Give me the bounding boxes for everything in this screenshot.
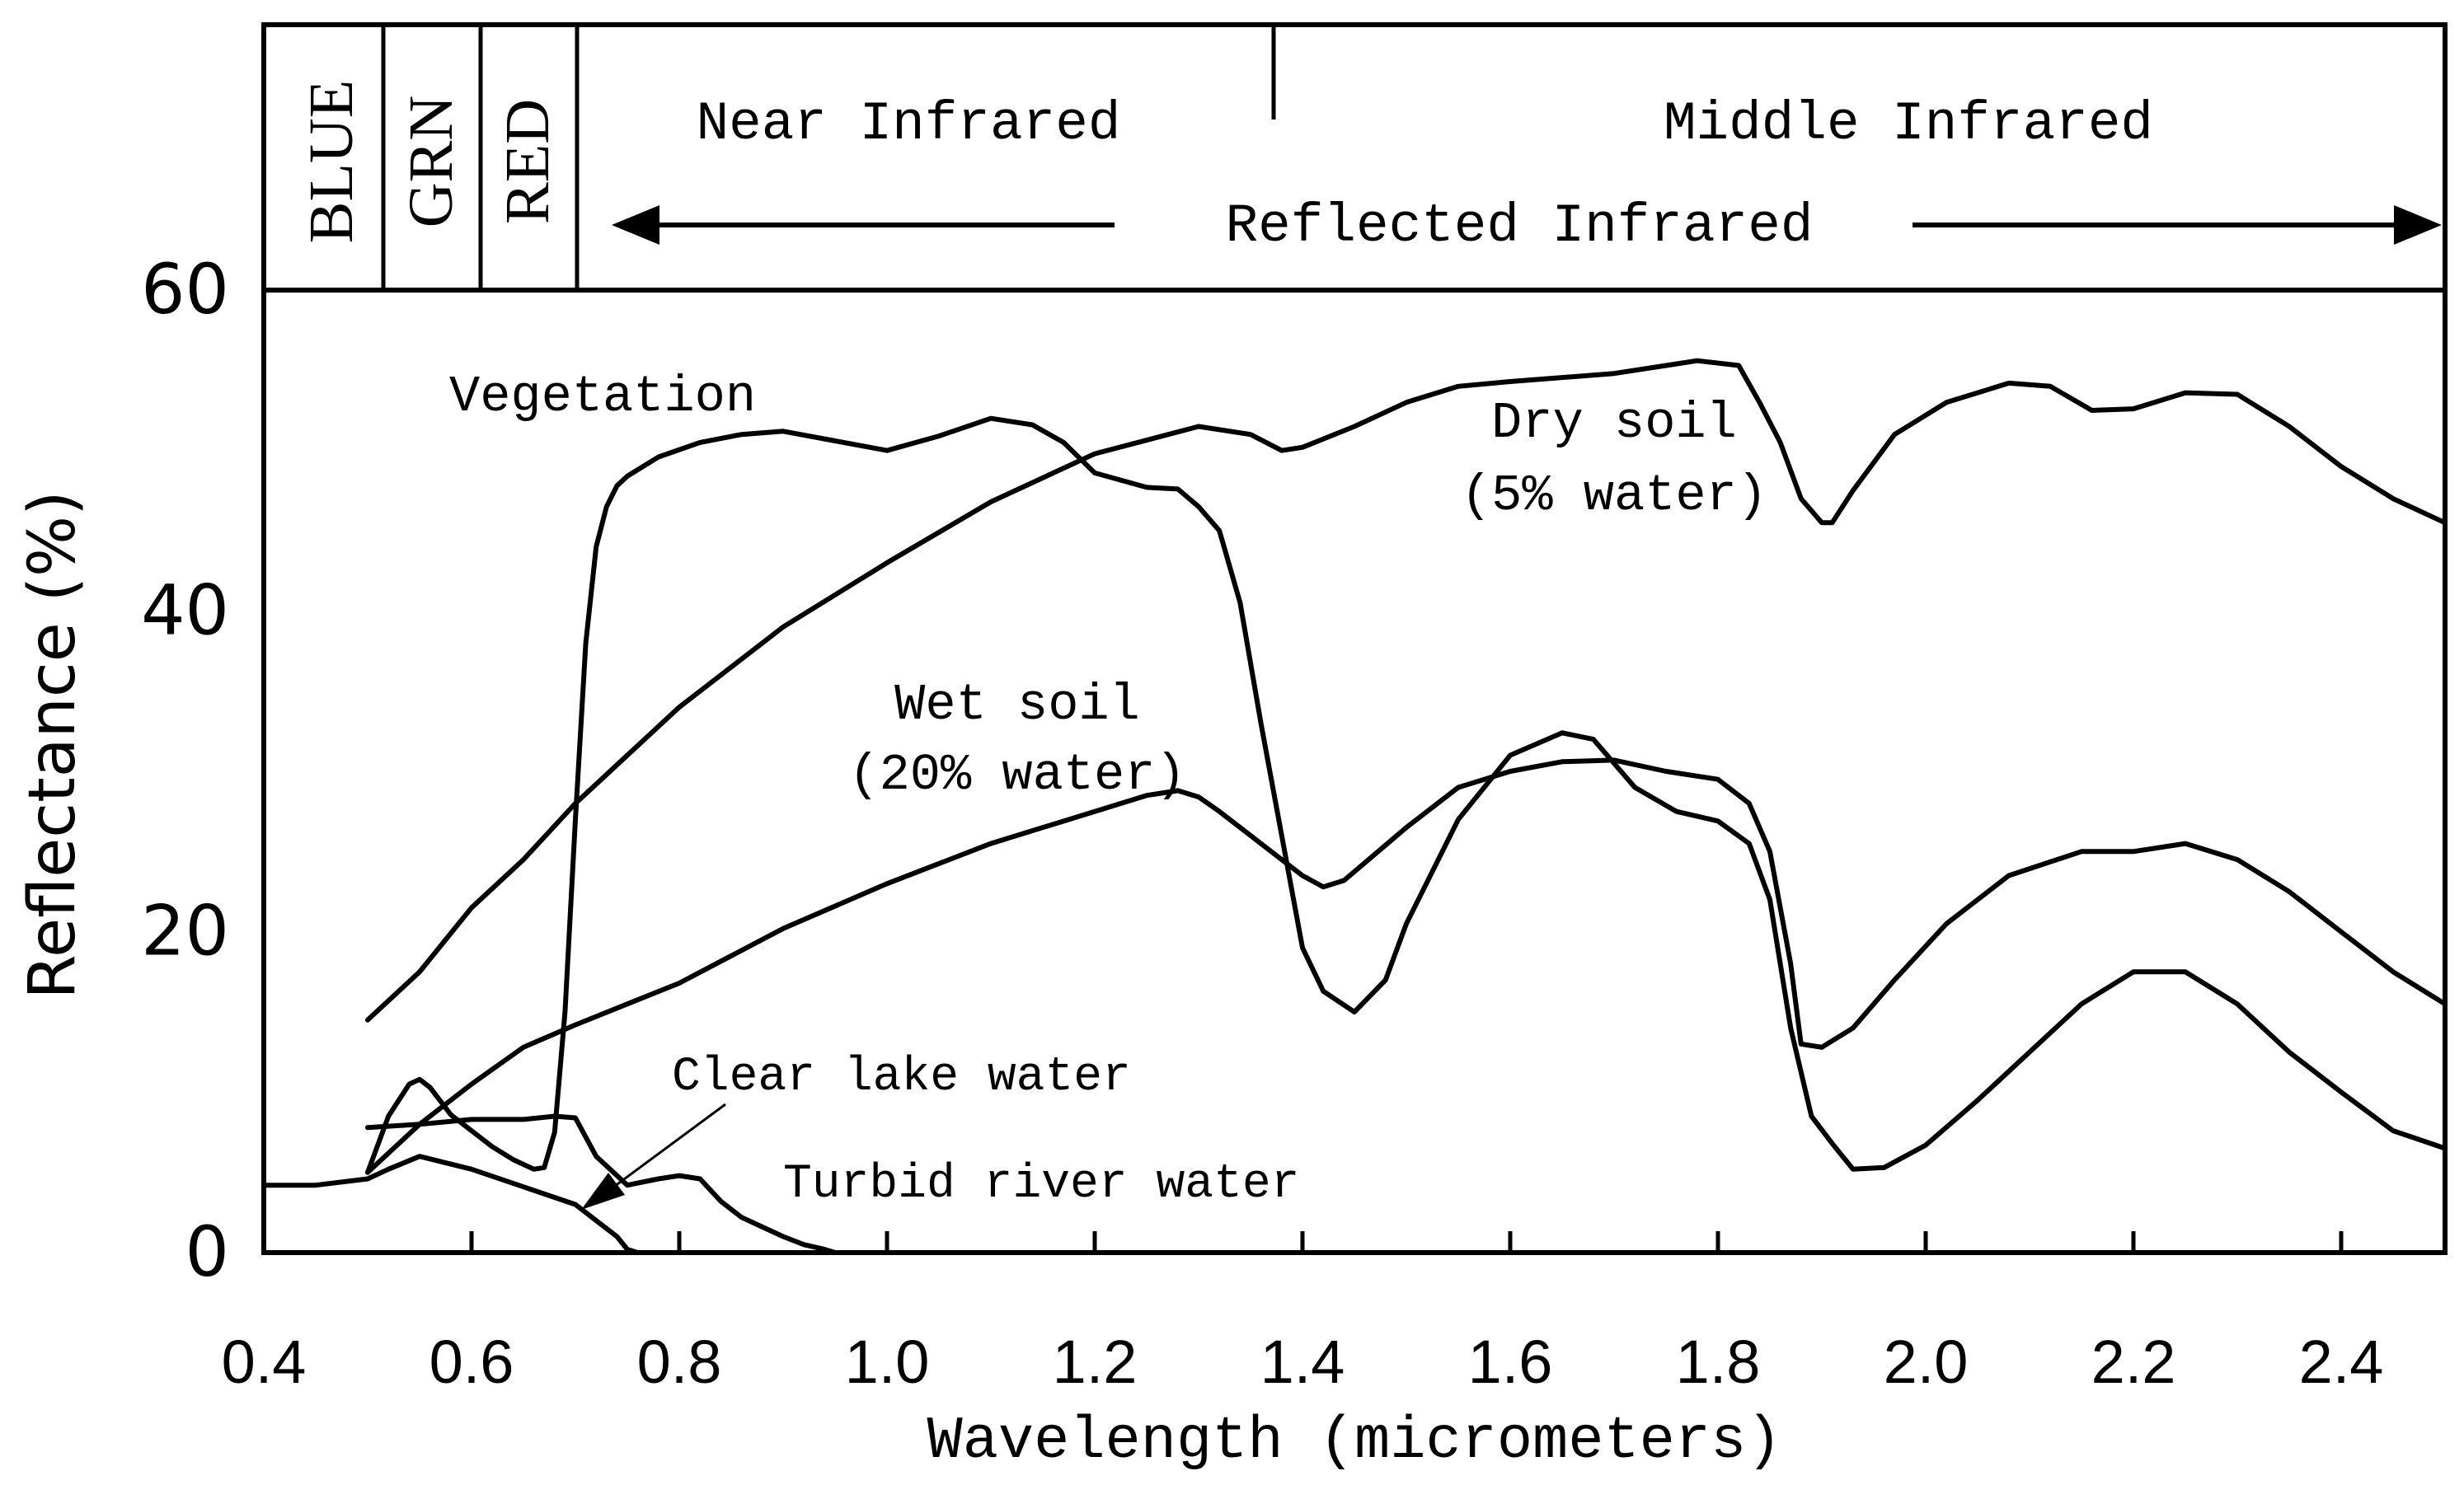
vegetation-line (365, 415, 2448, 1175)
y-tick-label: 40 (141, 569, 229, 650)
dry-soil-label-line1: Dry soil (1491, 394, 1737, 452)
x-tick-label: 1.8 (1676, 1328, 1761, 1396)
band-label-reflected-ir: Reflected Infrared (1226, 195, 1814, 257)
y-axis-ticks: 0 20 40 60 (141, 249, 229, 1292)
x-tick-label: 2.4 (2299, 1328, 2384, 1396)
series-layer (261, 358, 2448, 1255)
y-tick-label: 60 (141, 249, 229, 330)
x-tick-label: 1.0 (845, 1328, 930, 1396)
x-axis-ticks: 0.4 0.6 0.8 1.0 1.2 1.4 1.6 1.8 2.0 2.2 2.4 (222, 1231, 2384, 1396)
plot-area-frame (261, 288, 2448, 1255)
x-tick-label: 2.2 (2091, 1328, 2176, 1396)
turbid-river-water-label: Turbid river water (783, 1158, 1300, 1211)
vegetation-label: Vegetation (449, 368, 756, 426)
y-tick-label: 20 (141, 891, 229, 972)
wet-soil-label-line1: Wet soil (894, 676, 1140, 734)
x-tick-label: 2.0 (1884, 1328, 1969, 1396)
dry-soil-line (365, 358, 2448, 1023)
band-label-green: GRN (397, 96, 466, 227)
band-label-middle-ir: Middle Infrared (1664, 93, 2153, 155)
wet-soil-label-line2: (20% water) (848, 746, 1185, 804)
band-label-blue: BLUE (297, 80, 366, 243)
wet-soil-line (365, 757, 2448, 1175)
y-tick-label: 0 (185, 1211, 229, 1292)
clear-lake-water-line (261, 1154, 641, 1255)
dry-soil-label-line2: (5% water) (1461, 466, 1767, 525)
x-tick-label: 1.4 (1260, 1328, 1345, 1396)
clear-lake-water-label: Clear lake water (672, 1051, 1131, 1104)
reflected-ir-arrowhead-left (612, 205, 659, 245)
x-tick-label: 0.6 (429, 1328, 514, 1396)
reflected-ir-arrowhead-right (2394, 205, 2442, 245)
y-axis-title: Reflectance (%) (16, 490, 90, 999)
clear-lake-water-pointer-head (581, 1173, 625, 1210)
x-tick-label: 1.6 (1468, 1328, 1553, 1396)
clear-lake-water-pointer (608, 1103, 726, 1192)
x-tick-label: 0.8 (637, 1328, 722, 1396)
x-tick-label: 0.4 (222, 1328, 307, 1396)
x-axis-title: Wavelength (micrometers) (927, 1408, 1782, 1475)
band-label-red: RED (493, 99, 562, 224)
turbid-river-water-line (365, 1113, 838, 1255)
band-label-near-ir: Near Infrared (697, 93, 1121, 155)
x-tick-label: 1.2 (1053, 1328, 1138, 1396)
